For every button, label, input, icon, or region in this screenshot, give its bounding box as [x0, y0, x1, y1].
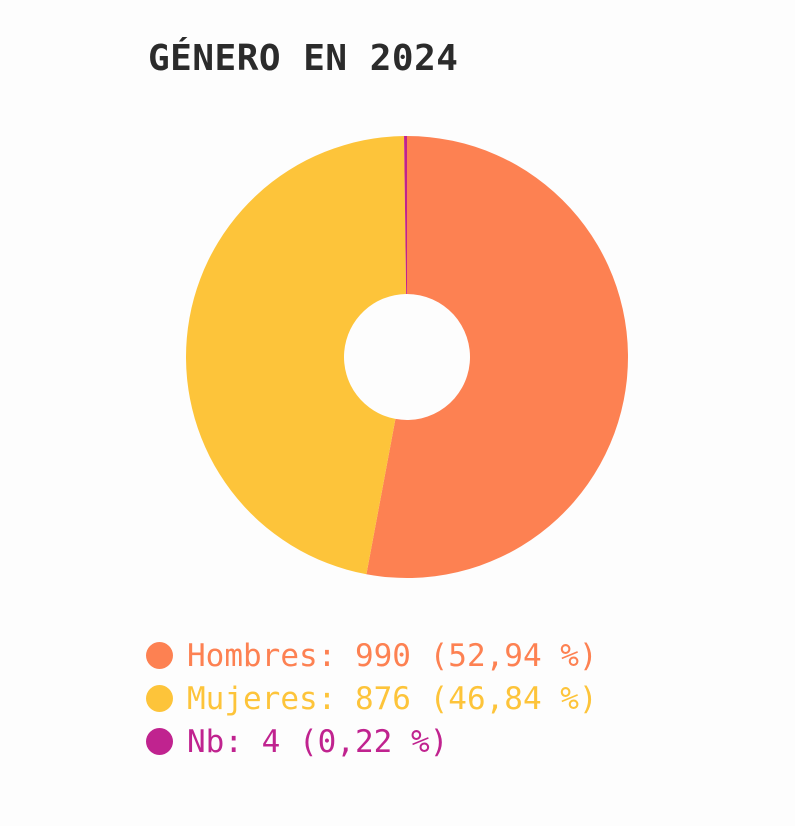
legend-label-nb: Nb: 4 (0,22 %) [187, 723, 449, 760]
legend-item-mujeres: Mujeres: 876 (46,84 %) [146, 677, 598, 720]
legend-label-hombres: Hombres: 990 (52,94 %) [187, 637, 598, 674]
slice-hombres [366, 136, 628, 578]
slice-mujeres [185, 136, 407, 575]
chart-title: GÉNERO EN 2024 [148, 38, 459, 79]
legend-label-mujeres: Mujeres: 876 (46,84 %) [187, 680, 598, 717]
legend-item-nb: Nb: 4 (0,22 %) [146, 720, 598, 763]
donut-slices [185, 136, 628, 578]
slice-nb [404, 136, 407, 295]
chart-legend: Hombres: 990 (52,94 %) Mujeres: 876 (46,… [146, 634, 598, 763]
legend-item-hombres: Hombres: 990 (52,94 %) [146, 634, 598, 677]
legend-swatch-mujeres [146, 685, 173, 712]
legend-swatch-hombres [146, 642, 173, 669]
legend-swatch-nb [146, 728, 173, 755]
